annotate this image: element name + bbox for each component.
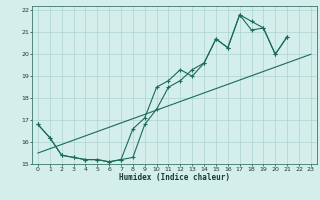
X-axis label: Humidex (Indice chaleur): Humidex (Indice chaleur) xyxy=(119,173,230,182)
